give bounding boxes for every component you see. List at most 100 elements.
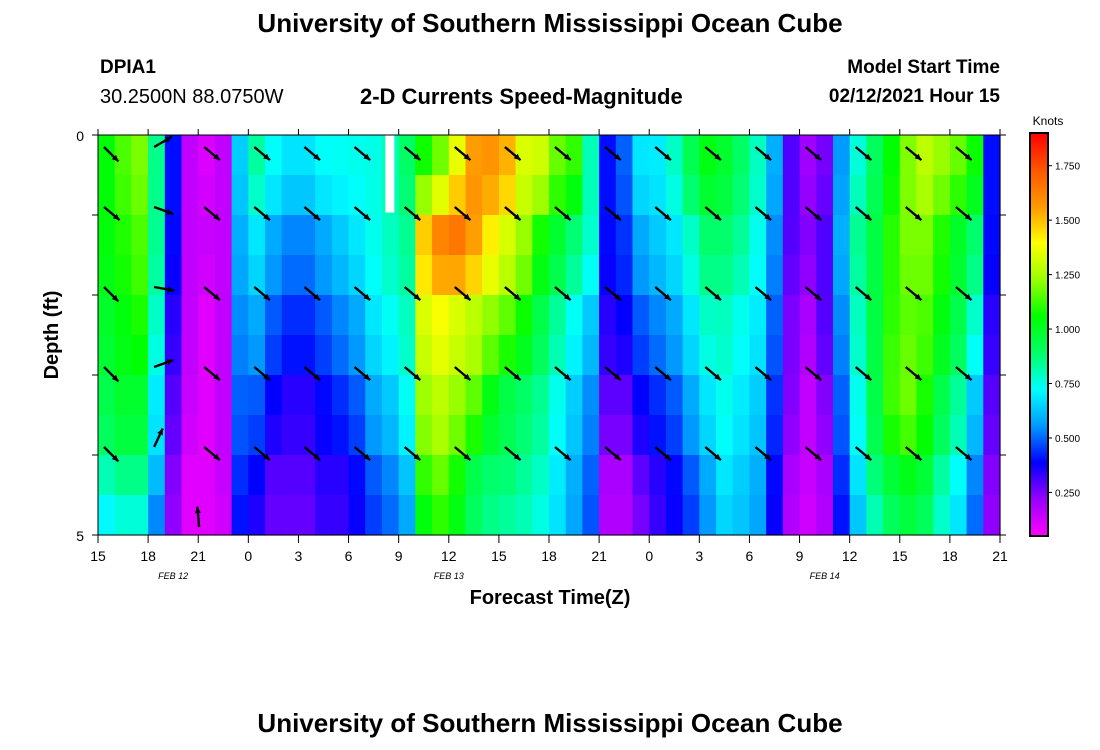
arrow-head — [164, 136, 172, 143]
heat-cell — [482, 175, 500, 216]
heat-cell — [983, 415, 1001, 456]
heat-cell — [365, 255, 383, 296]
heat-cell — [849, 295, 867, 336]
arrow-head — [714, 373, 721, 381]
heat-cell — [782, 495, 801, 536]
arrow-head — [363, 373, 371, 381]
heat-cell — [933, 215, 951, 256]
heat-cell — [448, 295, 467, 336]
heat-cell — [732, 215, 751, 256]
heat-cell — [315, 135, 333, 176]
heat-cell — [448, 255, 467, 296]
heat-cell — [482, 255, 500, 296]
x-tick-label: 12 — [842, 548, 858, 564]
heat-cell — [732, 295, 751, 336]
heat-cell — [281, 495, 300, 536]
heat-cell — [465, 215, 483, 256]
heat-cell — [549, 215, 567, 256]
heat-cell — [131, 255, 149, 296]
x-tick-label: 12 — [441, 548, 457, 564]
heat-cell — [549, 255, 567, 296]
heat-cell — [114, 255, 132, 296]
heat-cell — [482, 415, 500, 456]
arrow-head — [864, 373, 872, 381]
heat-cell — [782, 175, 801, 216]
heat-cell — [832, 375, 851, 416]
heat-cell — [749, 375, 767, 416]
heat-cell — [214, 135, 233, 176]
heat-cell — [949, 375, 968, 416]
heat-cell — [966, 375, 984, 416]
heat-cell — [549, 375, 567, 416]
heat-cell — [949, 415, 968, 456]
arrow-head — [664, 153, 671, 161]
arrow-head — [413, 293, 421, 301]
heat-cell — [181, 135, 199, 176]
heat-cell — [699, 295, 717, 336]
current-arrow — [153, 358, 174, 369]
heat-cell — [131, 135, 149, 176]
current-arrow — [353, 286, 371, 302]
current-arrow — [654, 206, 672, 222]
heat-cell — [782, 135, 801, 176]
x-tick-label: 21 — [992, 548, 1008, 564]
heat-cell — [532, 375, 550, 416]
current-arrow — [554, 146, 572, 162]
heat-cell — [298, 495, 316, 536]
heat-cell — [682, 135, 700, 176]
heat-cell — [565, 175, 583, 216]
arrow-head — [964, 153, 972, 161]
arrow-head — [111, 374, 119, 382]
current-arrow — [454, 286, 472, 302]
heat-cell — [498, 255, 517, 296]
current-arrow — [203, 146, 221, 162]
heat-cell — [281, 335, 300, 376]
heat-cell — [181, 415, 199, 456]
heat-cell — [498, 375, 517, 416]
heat-cell — [966, 175, 984, 216]
heat-cell — [615, 335, 634, 376]
heat-cell — [916, 375, 934, 416]
current-arrow — [604, 366, 622, 382]
heat-cell — [749, 455, 767, 496]
heat-cell — [582, 255, 600, 296]
heat-cell — [732, 175, 751, 216]
heat-cell — [549, 455, 567, 496]
heat-cell — [615, 455, 634, 496]
heat-cell — [732, 375, 751, 416]
current-arrow — [403, 146, 422, 162]
heat-cell — [816, 135, 834, 176]
heat-cell — [599, 375, 617, 416]
arrow-head — [167, 286, 175, 293]
date-label: FEB 14 — [810, 571, 840, 581]
heat-cell — [983, 495, 1001, 536]
arrow-head — [563, 213, 571, 221]
arrow-head — [814, 153, 822, 161]
heat-cell — [248, 455, 266, 496]
heat-cell — [866, 175, 884, 216]
heat-cell — [749, 335, 767, 376]
heat-cell — [331, 415, 350, 456]
current-arrow — [804, 146, 822, 162]
heat-cell — [432, 495, 450, 536]
heat-cell — [331, 295, 350, 336]
heat-cell — [131, 495, 149, 536]
heat-cell — [465, 375, 483, 416]
heat-cell — [799, 215, 817, 256]
heat-cell — [699, 455, 717, 496]
heat-cell — [949, 255, 968, 296]
current-arrow — [103, 206, 121, 222]
heat-cell — [331, 335, 350, 376]
heat-cell — [331, 255, 350, 296]
heat-cell — [415, 335, 433, 376]
heat-cell — [816, 255, 834, 296]
heat-cell — [381, 455, 400, 496]
heat-cell — [649, 175, 667, 216]
heat-cell — [832, 335, 851, 376]
heat-cell — [448, 375, 467, 416]
heat-cell — [398, 415, 416, 456]
heat-cell — [498, 175, 517, 216]
current-arrow — [504, 286, 522, 302]
heat-cell — [849, 455, 867, 496]
